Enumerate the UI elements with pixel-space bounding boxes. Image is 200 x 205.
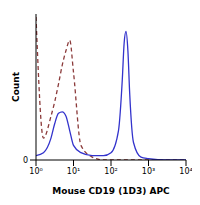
- svg-text:10⁰: 10⁰: [29, 167, 42, 176]
- svg-text:0: 0: [23, 156, 28, 165]
- svg-text:10⁴: 10⁴: [179, 167, 192, 176]
- svg-text:Count: Count: [11, 71, 21, 102]
- svg-text:10¹: 10¹: [67, 167, 80, 176]
- svg-text:10³: 10³: [142, 167, 155, 176]
- svg-text:10²: 10²: [104, 167, 117, 176]
- svg-text:Mouse CD19 (1D3) APC: Mouse CD19 (1D3) APC: [52, 186, 170, 196]
